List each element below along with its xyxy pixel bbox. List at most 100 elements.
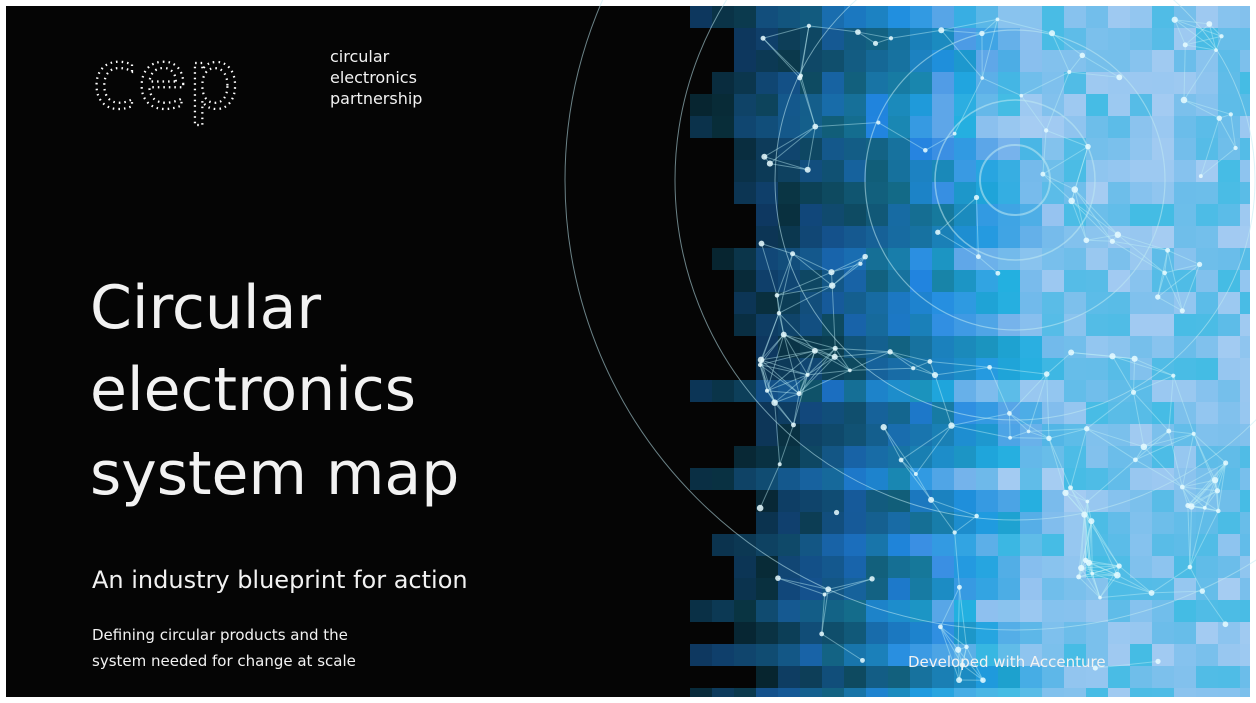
background-pixel xyxy=(822,446,844,468)
network-node xyxy=(996,17,1000,21)
background-pixel xyxy=(1130,666,1152,688)
background-pixel xyxy=(1196,116,1218,138)
background-pixel xyxy=(822,226,844,248)
background-pixel xyxy=(998,160,1020,182)
background-pixel xyxy=(976,116,998,138)
background-pixel xyxy=(1240,402,1250,424)
background-pixel xyxy=(1130,72,1152,94)
background-pixel xyxy=(1240,688,1250,697)
background-pixel xyxy=(1020,622,1042,644)
background-pixel xyxy=(910,314,932,336)
network-node xyxy=(1076,574,1081,579)
network-node xyxy=(758,363,762,367)
network-node xyxy=(775,293,780,298)
background-pixel xyxy=(844,490,866,512)
background-pixel xyxy=(998,50,1020,72)
network-node xyxy=(956,677,962,683)
background-pixel xyxy=(822,6,844,28)
network-node xyxy=(1110,239,1115,244)
network-node xyxy=(1116,74,1122,80)
network-node xyxy=(812,124,818,130)
network-node xyxy=(1171,374,1175,378)
background-pixel xyxy=(712,116,734,138)
background-pixel xyxy=(954,446,976,468)
network-node xyxy=(1216,509,1221,514)
background-pixel xyxy=(932,534,954,556)
background-pixel xyxy=(888,666,910,688)
network-node xyxy=(1229,112,1233,116)
background-pixel xyxy=(1064,94,1086,116)
background-pixel xyxy=(1086,182,1108,204)
background-pixel xyxy=(888,248,910,270)
background-pixel xyxy=(844,226,866,248)
background-pixel xyxy=(690,644,712,666)
background-pixel xyxy=(734,380,756,402)
background-pixel xyxy=(866,160,888,182)
background-pixel xyxy=(1240,380,1250,402)
background-pixel xyxy=(822,182,844,204)
network-node xyxy=(757,505,764,512)
background-pixel xyxy=(822,512,844,534)
background-pixel xyxy=(756,6,778,28)
background-pixel xyxy=(778,226,800,248)
background-pixel xyxy=(756,72,778,94)
background-pixel xyxy=(888,644,910,666)
background-pixel xyxy=(1218,644,1240,666)
background-pixel xyxy=(1218,358,1240,380)
background-pixel xyxy=(1042,336,1064,358)
background-pixel xyxy=(954,688,976,697)
background-pixel xyxy=(1130,50,1152,72)
background-pixel xyxy=(888,556,910,578)
background-pixel xyxy=(1064,688,1086,697)
background-pixel xyxy=(1196,424,1218,446)
background-pixel xyxy=(954,314,976,336)
background-pixel xyxy=(976,292,998,314)
background-pixel xyxy=(712,380,734,402)
network-node xyxy=(1215,488,1220,493)
background-pixel xyxy=(1152,50,1174,72)
background-pixel xyxy=(1240,160,1250,182)
network-node xyxy=(1155,659,1160,664)
background-pixel xyxy=(1108,402,1130,424)
background-pixel xyxy=(1240,182,1250,204)
background-pixel xyxy=(954,160,976,182)
background-pixel xyxy=(756,688,778,697)
background-pixel xyxy=(1174,402,1196,424)
background-pixel xyxy=(1042,204,1064,226)
background-pixel xyxy=(954,50,976,72)
background-pixel xyxy=(888,182,910,204)
background-pixel xyxy=(954,6,976,28)
background-pixel xyxy=(734,160,756,182)
background-pixel xyxy=(844,270,866,292)
background-pixel xyxy=(1020,534,1042,556)
network-node xyxy=(1078,565,1084,571)
network-node xyxy=(1115,232,1121,238)
network-node xyxy=(1162,270,1167,275)
background-pixel xyxy=(1240,468,1250,490)
background-pixel xyxy=(1218,512,1240,534)
background-pixel xyxy=(734,600,756,622)
network-node xyxy=(1165,248,1170,253)
background-pixel xyxy=(778,468,800,490)
background-pixel xyxy=(778,578,800,600)
background-pixel xyxy=(734,644,756,666)
background-pixel xyxy=(1218,402,1240,424)
background-pixel xyxy=(844,622,866,644)
network-node xyxy=(1223,460,1228,465)
background-pixel xyxy=(1218,688,1240,697)
background-pixel xyxy=(1108,380,1130,402)
background-pixel xyxy=(800,204,822,226)
background-pixel xyxy=(734,292,756,314)
background-pixel xyxy=(1152,226,1174,248)
network-node xyxy=(1007,411,1012,416)
network-node xyxy=(855,29,861,35)
background-pixel xyxy=(910,336,932,358)
background-pixel xyxy=(888,424,910,446)
background-pixel xyxy=(998,226,1020,248)
background-pixel xyxy=(998,94,1020,116)
background-pixel xyxy=(932,578,954,600)
network-node xyxy=(1172,17,1178,23)
background-pixel xyxy=(954,600,976,622)
logo-mark: cep xyxy=(92,33,240,128)
background-pixel xyxy=(1130,182,1152,204)
